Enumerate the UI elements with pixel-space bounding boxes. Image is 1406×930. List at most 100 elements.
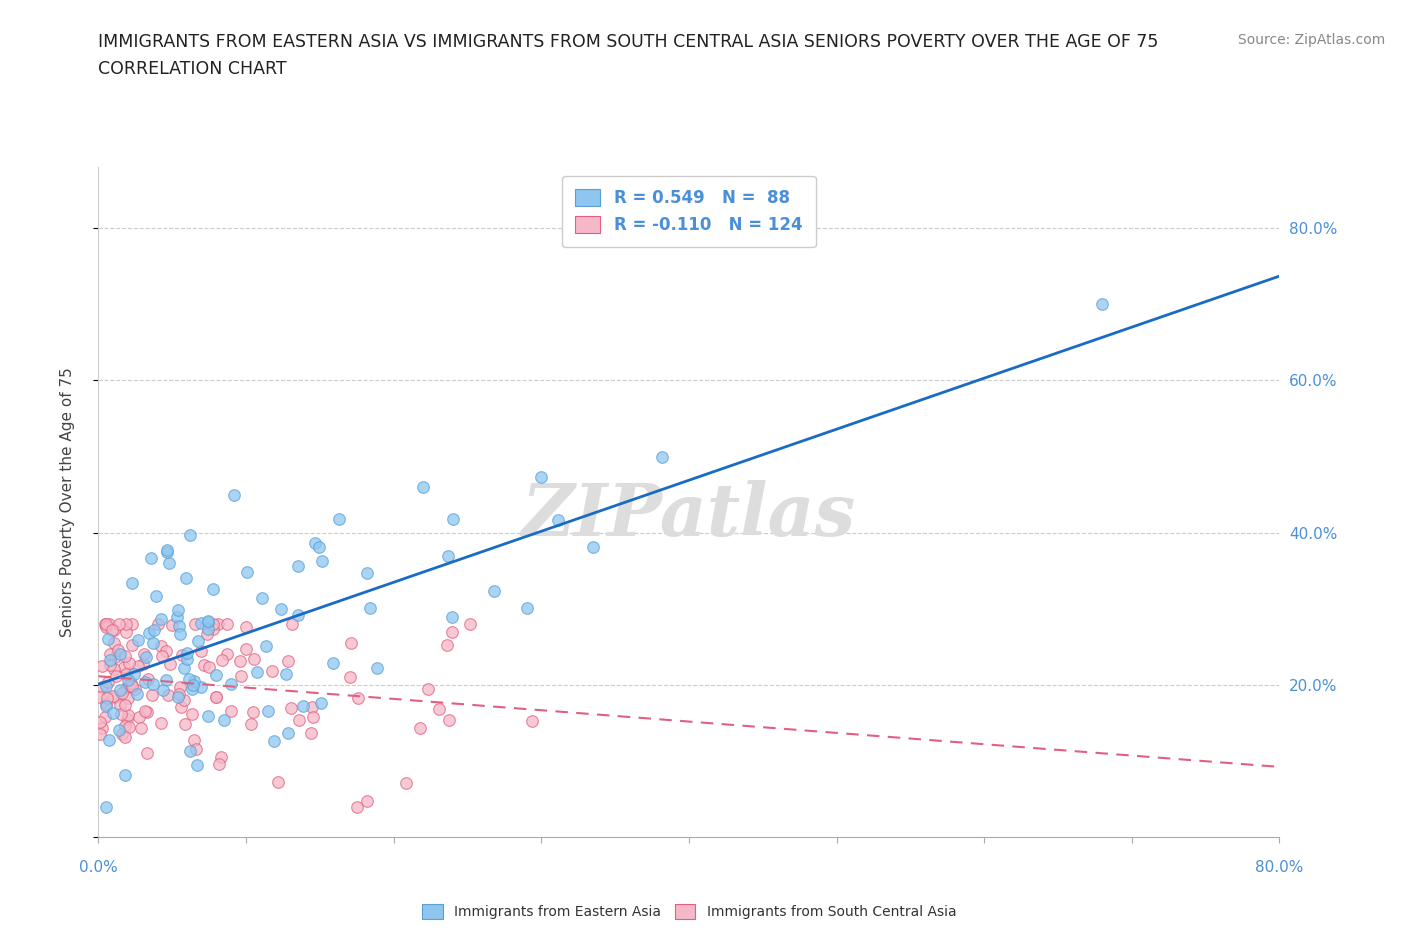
Point bbox=[96, 799, 118, 814]
Point bbox=[204, 667, 226, 682]
Point bbox=[101, 622, 124, 637]
Point bbox=[173, 693, 195, 708]
Point bbox=[104, 689, 127, 704]
Point bbox=[108, 723, 131, 737]
Point bbox=[190, 680, 212, 695]
Point bbox=[114, 767, 136, 782]
Point bbox=[190, 616, 212, 631]
Point bbox=[114, 730, 136, 745]
Point bbox=[128, 710, 150, 724]
Point bbox=[288, 712, 311, 727]
Point bbox=[439, 712, 461, 727]
Point bbox=[179, 744, 201, 759]
Point bbox=[97, 631, 120, 646]
Y-axis label: Seniors Poverty Over the Age of 75: Seniors Poverty Over the Age of 75 bbox=[60, 367, 75, 637]
Point bbox=[141, 551, 163, 565]
Point bbox=[346, 690, 368, 705]
Point bbox=[149, 638, 172, 653]
Point bbox=[114, 718, 136, 733]
Text: CORRELATION CHART: CORRELATION CHART bbox=[98, 60, 287, 78]
Point bbox=[219, 677, 242, 692]
Point bbox=[127, 632, 149, 647]
Point bbox=[211, 653, 233, 668]
Point bbox=[181, 707, 204, 722]
Point bbox=[138, 626, 160, 641]
Point bbox=[235, 642, 257, 657]
Point bbox=[134, 674, 156, 689]
Point bbox=[155, 672, 177, 687]
Point bbox=[146, 617, 169, 631]
Point bbox=[412, 480, 434, 495]
Point bbox=[115, 681, 138, 696]
Point bbox=[108, 683, 131, 698]
Point bbox=[108, 617, 131, 631]
Text: 0.0%: 0.0% bbox=[79, 860, 118, 875]
Point bbox=[243, 652, 266, 667]
Point bbox=[242, 705, 264, 720]
Point bbox=[440, 624, 463, 639]
Point bbox=[308, 539, 330, 554]
Point bbox=[236, 565, 259, 579]
Point bbox=[201, 581, 224, 596]
Point bbox=[356, 565, 378, 580]
Point bbox=[173, 660, 195, 675]
Point bbox=[94, 698, 117, 713]
Point bbox=[179, 671, 201, 686]
Point bbox=[159, 657, 181, 671]
Point bbox=[212, 712, 235, 727]
Point bbox=[197, 709, 219, 724]
Point bbox=[582, 540, 605, 555]
Point bbox=[257, 704, 280, 719]
Point bbox=[121, 617, 143, 631]
Point bbox=[219, 703, 242, 718]
Point bbox=[155, 644, 177, 658]
Point bbox=[301, 700, 323, 715]
Point bbox=[205, 689, 228, 704]
Point bbox=[458, 617, 481, 631]
Point bbox=[205, 690, 228, 705]
Point bbox=[166, 602, 188, 617]
Point bbox=[114, 649, 136, 664]
Point bbox=[115, 625, 138, 640]
Point bbox=[117, 672, 139, 687]
Point bbox=[197, 615, 219, 630]
Point bbox=[142, 635, 165, 650]
Point bbox=[156, 545, 179, 560]
Point bbox=[131, 657, 153, 671]
Point bbox=[292, 698, 315, 713]
Point bbox=[418, 682, 440, 697]
Point bbox=[274, 667, 297, 682]
Point bbox=[356, 794, 378, 809]
Point bbox=[160, 618, 183, 632]
Point bbox=[96, 619, 118, 634]
Point bbox=[125, 686, 148, 701]
Point bbox=[409, 721, 432, 736]
Point bbox=[121, 679, 143, 694]
Point bbox=[179, 528, 201, 543]
Point bbox=[104, 669, 127, 684]
Point bbox=[97, 674, 120, 689]
Point bbox=[152, 683, 174, 698]
Point bbox=[115, 617, 138, 631]
Text: Source: ZipAtlas.com: Source: ZipAtlas.com bbox=[1237, 33, 1385, 46]
Point bbox=[322, 656, 344, 671]
Point bbox=[183, 673, 205, 688]
Point bbox=[346, 799, 368, 814]
Point bbox=[108, 646, 131, 661]
Text: ZIPatlas: ZIPatlas bbox=[522, 480, 856, 551]
Point bbox=[94, 679, 117, 694]
Point bbox=[141, 687, 163, 702]
Point bbox=[91, 721, 114, 736]
Point bbox=[651, 449, 673, 464]
Point bbox=[103, 661, 125, 676]
Point bbox=[121, 638, 143, 653]
Point bbox=[181, 678, 204, 693]
Point bbox=[174, 716, 197, 731]
Point bbox=[201, 622, 224, 637]
Point bbox=[235, 620, 257, 635]
Point bbox=[328, 512, 350, 526]
Point bbox=[94, 617, 117, 631]
Point bbox=[149, 715, 172, 730]
Point bbox=[209, 750, 232, 764]
Point bbox=[98, 647, 121, 662]
